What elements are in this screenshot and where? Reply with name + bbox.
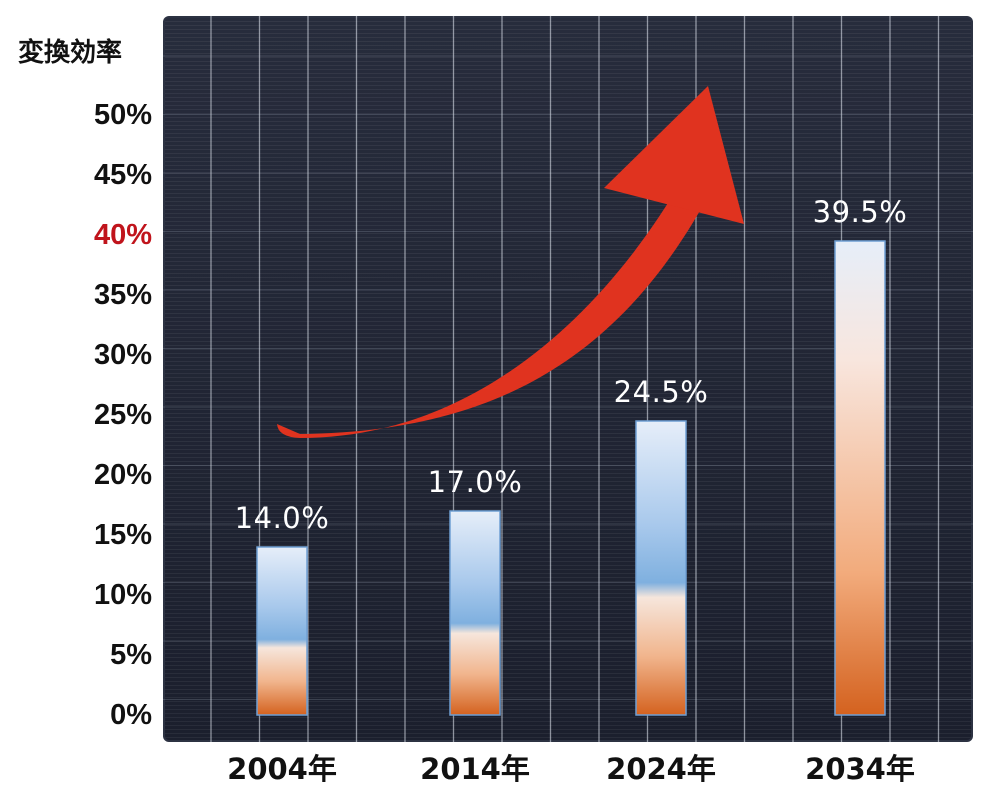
x-tick-label: 2024年 bbox=[606, 752, 716, 786]
x-tick-label: 2034年 bbox=[805, 752, 915, 786]
bars bbox=[256, 240, 886, 716]
y-tick-label: 45% bbox=[93, 159, 152, 191]
trend-arrow bbox=[277, 86, 744, 438]
bar bbox=[449, 510, 501, 716]
value-label: 17.0% bbox=[427, 465, 523, 499]
y-tick-label: 30% bbox=[93, 339, 152, 371]
bar bbox=[256, 546, 308, 716]
y-tick-label: 20% bbox=[93, 459, 152, 491]
value-label: 14.0% bbox=[234, 501, 330, 535]
arrow-head bbox=[604, 86, 744, 224]
x-tick-label: 2004年 bbox=[227, 752, 337, 786]
value-label: 24.5% bbox=[613, 375, 709, 409]
bar bbox=[635, 420, 687, 716]
arrow-shaft bbox=[277, 180, 706, 438]
y-axis-label: 変換効率 bbox=[18, 38, 123, 68]
y-tick-label: 35% bbox=[93, 279, 152, 311]
y-tick-label: 40% bbox=[93, 219, 152, 251]
bar bbox=[834, 240, 886, 716]
y-tick-label: 15% bbox=[93, 519, 152, 551]
y-tick-label: 25% bbox=[93, 399, 152, 431]
y-tick-label: 10% bbox=[93, 579, 152, 611]
y-tick-label: 5% bbox=[110, 639, 152, 671]
x-tick-label: 2014年 bbox=[420, 752, 530, 786]
y-tick-label: 50% bbox=[93, 99, 152, 131]
y-tick-label: 0% bbox=[110, 699, 152, 731]
value-label: 39.5% bbox=[812, 195, 908, 229]
